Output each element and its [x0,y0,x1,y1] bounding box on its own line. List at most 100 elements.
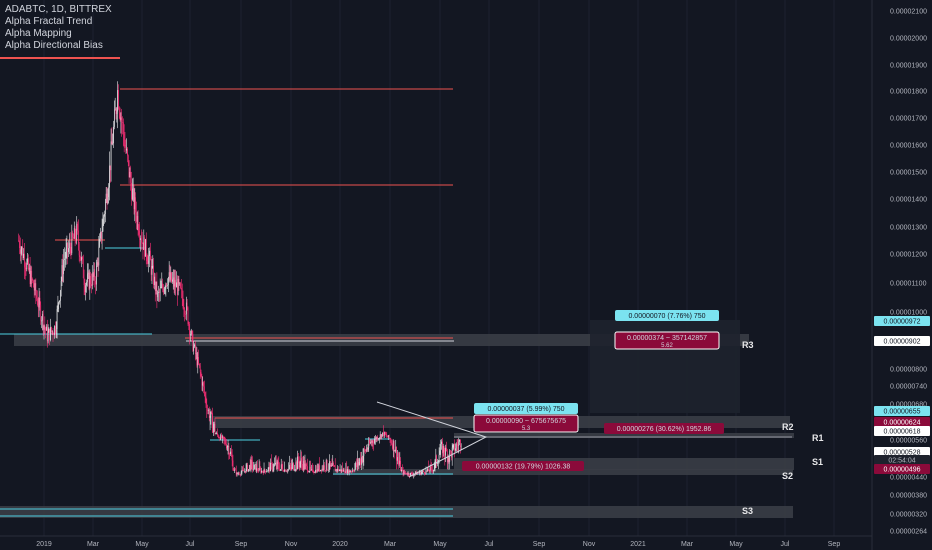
zone-r1 [454,433,794,438]
candle-body [257,468,258,471]
candle-body [369,439,370,444]
candle-body [226,446,228,449]
price-tag-text: 0.00000624 [884,420,921,427]
candle-body [313,472,315,473]
price-tick-label: 0.00000740 [890,384,927,391]
price-tag-bg [874,464,930,474]
price-tick-label: 0.00000800 [890,367,927,374]
price-tick-label: 0.00000680 [890,402,927,409]
candle-body [101,231,103,240]
candle-body [151,265,153,275]
candle-body [390,439,392,443]
candle-body [174,279,176,287]
candle-body [54,326,55,335]
candle-body [189,324,190,336]
candle-body [146,256,148,262]
price-scale[interactable]: 0.00002100 0.00002000 0.00001900 0.00001800… [890,9,927,536]
time-tick-label: 2020 [332,541,348,548]
candle-body [358,462,360,466]
candle-body [343,469,344,472]
candle-body [289,465,291,468]
indicator-mapping[interactable]: Alpha Mapping [5,28,72,39]
candle-body [363,449,365,456]
candle-body [20,249,22,254]
box-mid-text: 0.00000090 ~ 675675675 [486,418,566,425]
candle-body [365,448,367,452]
candle-body [417,473,419,474]
price-tick-label: 0.00001100 [890,281,927,288]
candle-body [67,243,69,253]
candle-body [452,445,454,448]
candle-body [240,472,242,475]
candle-body [132,188,134,190]
candle-body [248,465,250,470]
candle-body [443,445,445,453]
candle-body [221,435,222,439]
candle-body [75,238,77,240]
candle-body [352,470,353,472]
candle-body [266,471,267,473]
candle-body [336,469,338,471]
candle-body [200,371,202,377]
level-labels: R3 R2 R1 S1 S2 S3 [742,340,824,516]
candle-body [388,435,390,439]
price-tag-bg [874,447,930,457]
candle-body [90,276,91,285]
candle-body [19,240,20,249]
candle-body [46,326,48,342]
candle-body [275,462,276,465]
candle-body [260,469,262,473]
candle-body [114,109,116,111]
candle-body [356,462,357,468]
candle-body [429,467,431,472]
candle-body [113,110,115,127]
candle-body [138,230,140,235]
time-tick-label: Mar [681,541,694,548]
candle-body [156,281,158,298]
level-label-s2: S2 [782,471,793,481]
candle-body [386,434,388,437]
indicator-fractal-trend[interactable]: Alpha Fractal Trend [5,16,93,27]
candle-body [80,256,82,261]
candle-body [460,439,461,447]
candle-body [44,325,46,328]
level-label-s1: S1 [812,457,823,467]
candle-body [423,470,424,473]
candle-body [83,278,85,286]
candle-body [410,472,411,476]
candle-body [81,257,82,261]
candle-body [335,469,337,471]
price-tick-label: 0.00001600 [890,143,927,150]
candle-body [303,461,305,470]
candle-body [99,238,100,247]
time-scale[interactable]: 2019 Mar May Jul Sep Nov 2020 Mar May Jul Sep Nov 20… [36,541,840,548]
indicator-directional-bias[interactable]: Alpha Directional Bias [5,40,103,51]
candle-body [217,435,219,438]
candle-body [50,327,51,340]
symbol-title[interactable]: ADABTC, 1D, BITTREX [5,4,112,15]
candle-body [457,444,459,446]
red-low-tag-text: 0.00000132 (19.79%) 1026.38 [476,464,571,471]
candle-body [195,353,197,354]
candle-body [418,473,419,474]
candle-body [224,438,226,440]
candle-body [167,285,168,286]
candle-body [338,469,339,471]
candle-body [253,469,254,471]
candle-body [219,437,221,440]
price-tag: 0.00000902 [874,336,930,346]
candle-body [193,346,195,351]
candle-body [33,280,34,288]
candle-body [364,449,366,450]
candle-body [320,469,321,472]
candle-body [269,466,271,472]
zone-s2 [333,469,793,475]
candle-body [334,466,336,471]
candle-body [251,459,253,462]
candle-body [450,450,451,452]
candle-body [149,250,151,261]
candle-body [178,278,180,284]
candle-body [230,451,231,455]
candle-body [330,464,332,467]
